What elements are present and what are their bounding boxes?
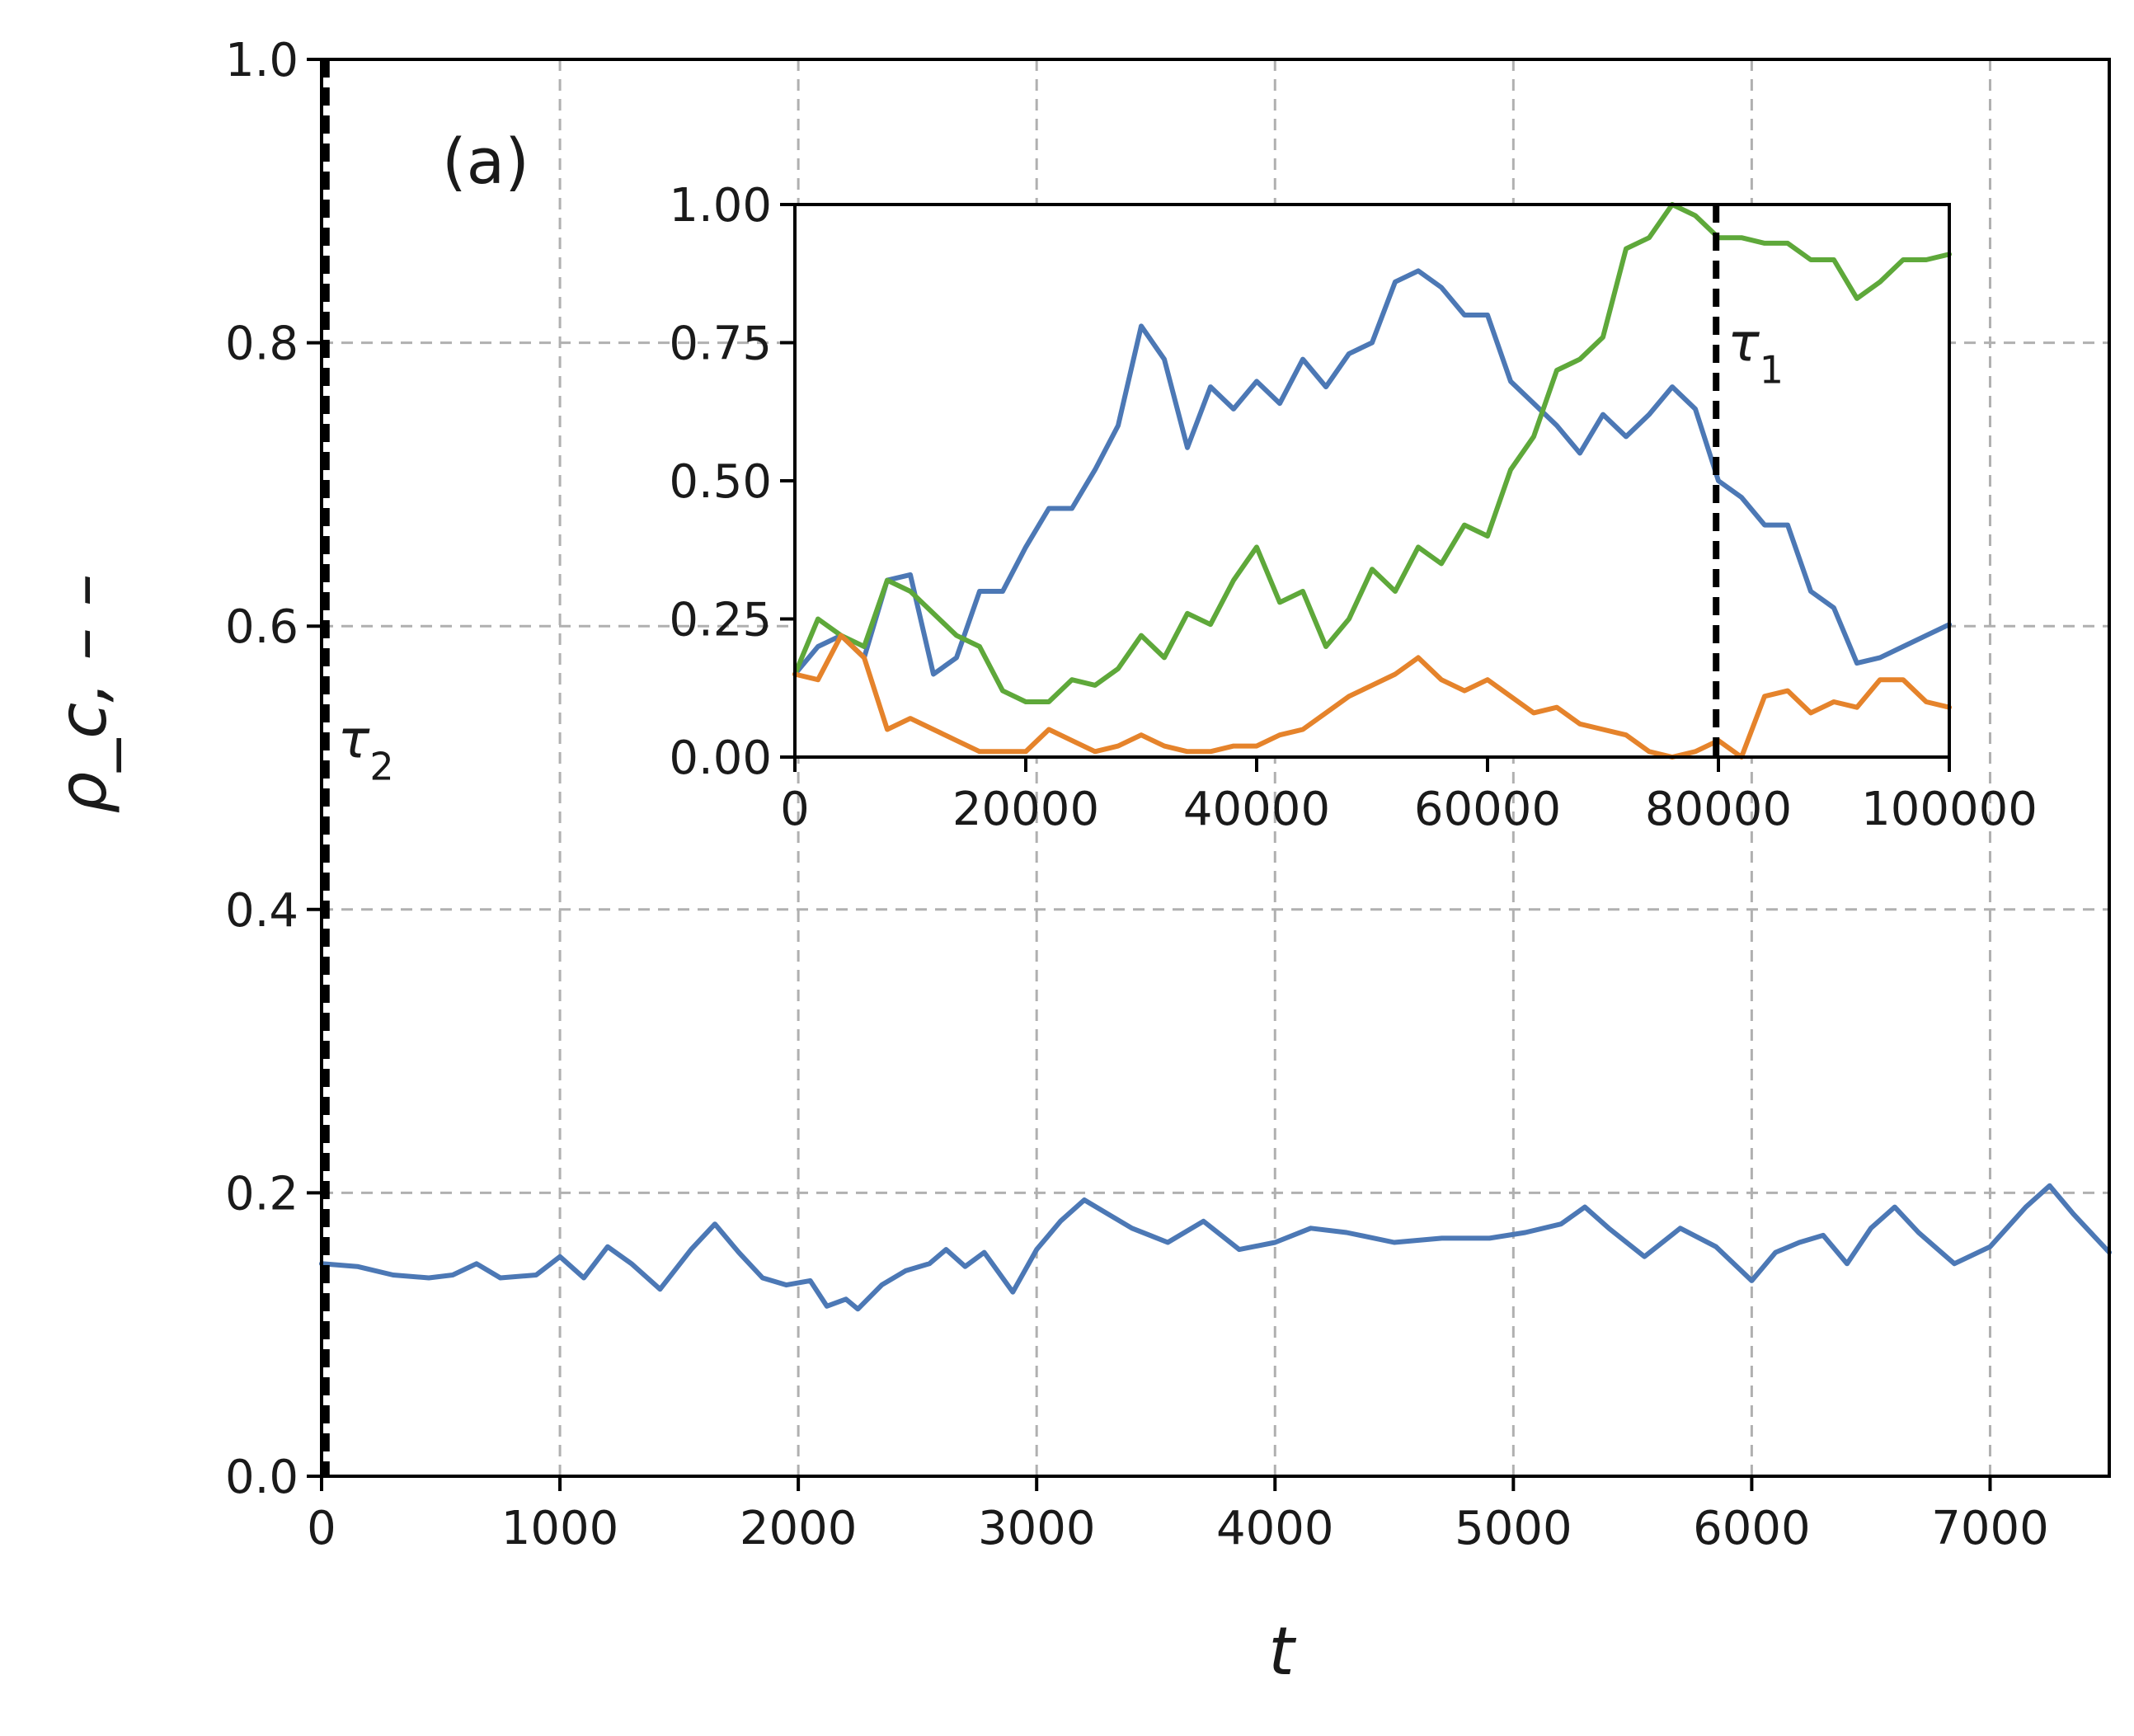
y-tick-label-4: 0.8	[225, 318, 298, 371]
inset-background	[795, 205, 1949, 757]
series-orange-line	[792, 633, 1952, 760]
y-axis-label: ρ_c, – –	[45, 573, 121, 813]
series-green-line	[792, 202, 1952, 704]
x-tick-label-3: 60000	[1414, 783, 1561, 836]
y-tick-label-1: 0.25	[669, 594, 772, 647]
x-tick-label-1: 20000	[952, 783, 1099, 836]
tau2-label-symbol: τ	[338, 710, 370, 771]
y-tick-label-0: 0.00	[669, 732, 772, 785]
x-tick-label-2: 40000	[1183, 783, 1330, 836]
x-tick-label-3: 3000	[978, 1502, 1096, 1555]
main-series	[319, 1183, 2112, 1312]
main-plot-frame	[320, 58, 2111, 1478]
tau1-label: τ1	[1727, 313, 1784, 393]
y-tick-label-3: 0.6	[225, 600, 298, 654]
main-y-ticks: 0.0 0.2 0.4 0.6 0.8 1.0	[225, 34, 322, 1504]
tau2-label: τ2	[338, 710, 394, 789]
x-tick-label-5: 100000	[1861, 783, 2038, 836]
series-blue-line	[792, 268, 1952, 677]
main-x-ticks: 0 1000 2000 3000 4000 5000 6000 7000	[307, 1476, 2049, 1555]
y-tick-label-3: 0.75	[669, 318, 772, 371]
y-tick-label-5: 1.0	[225, 34, 298, 87]
x-tick-label-5: 5000	[1455, 1502, 1572, 1555]
y-tick-label-4: 1.00	[669, 179, 772, 233]
x-tick-label-6: 6000	[1693, 1502, 1811, 1555]
main-axes: 0 1000 2000 3000 4000 5000 6000 7000 0.00.20.40…	[45, 34, 2112, 1690]
x-axis-label: t	[1268, 1613, 1296, 1690]
x-tick-label-1: 1000	[501, 1502, 619, 1555]
inset-y-ticks: 0.00 0.25 0.50 0.75 1.00	[669, 179, 795, 785]
inset-axes: 0 20000 40000 60000 80000 100000 0.00 0.25 0.50…	[669, 179, 2038, 836]
x-tick-label-2: 2000	[740, 1502, 858, 1555]
inset-x-ticks: 0 20000 40000 60000 80000 100000	[780, 757, 2038, 836]
tau1-label-symbol: τ	[1727, 313, 1760, 374]
inset-series	[792, 202, 1952, 760]
x-tick-label-7: 7000	[1931, 1502, 2049, 1555]
x-tick-label-4: 4000	[1216, 1502, 1334, 1555]
tau2-label-subscript: 2	[369, 745, 393, 789]
tau1-label-subscript: 1	[1760, 348, 1784, 393]
y-tick-label-0: 0.0	[225, 1451, 298, 1504]
y-tick-label-1: 0.2	[225, 1167, 298, 1221]
x-tick-label-4: 80000	[1645, 783, 1792, 836]
x-tick-label-0: 0	[307, 1502, 336, 1555]
panel-label: (a)	[442, 125, 529, 198]
series-blue-line	[319, 1183, 2112, 1312]
x-tick-label-0: 0	[780, 783, 810, 836]
y-tick-label-2: 0.4	[225, 884, 298, 938]
y-tick-label-2: 0.50	[669, 455, 772, 509]
